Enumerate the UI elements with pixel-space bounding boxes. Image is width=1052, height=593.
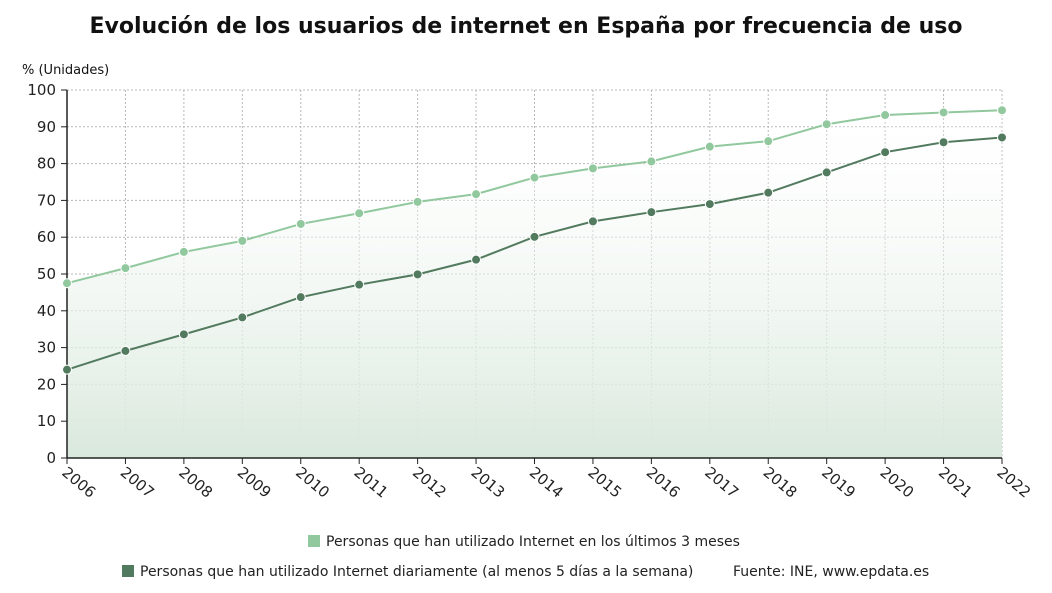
data-point-series-2-2016 bbox=[646, 207, 657, 218]
y-axis-label: % (Unidades) bbox=[22, 63, 110, 78]
data-point-series-2-2017 bbox=[704, 199, 715, 210]
x-tick-label-2014: 2014 bbox=[526, 463, 567, 501]
x-tick-label-2022: 2022 bbox=[993, 463, 1034, 501]
data-point-series-1-2016 bbox=[646, 156, 657, 167]
source-note: Fuente: INE, www.epdata.es bbox=[733, 564, 930, 580]
data-point-series-1-2015 bbox=[587, 163, 598, 174]
data-point-series-2-2021 bbox=[938, 137, 949, 148]
y-tick-label-90: 90 bbox=[37, 118, 56, 136]
y-tick-labels: 0 10 20 30 40 50 60 70 80 90 100 bbox=[27, 81, 56, 467]
legend-item-series-1: Personas que han utilizado Internet en l… bbox=[308, 534, 740, 550]
series-points bbox=[62, 105, 1007, 375]
data-point-series-1-2017 bbox=[704, 141, 715, 152]
data-point-series-1-2013 bbox=[471, 189, 482, 200]
data-point-series-2-2006 bbox=[62, 364, 72, 375]
data-point-series-1-2007 bbox=[120, 263, 131, 274]
legend-swatch-series-1 bbox=[308, 535, 320, 547]
data-point-series-1-2010 bbox=[295, 218, 306, 229]
axes bbox=[61, 89, 1003, 464]
x-tick-label-2011: 2011 bbox=[351, 463, 392, 501]
y-tick-label-10: 10 bbox=[37, 412, 56, 430]
data-point-series-1-2011 bbox=[354, 208, 365, 219]
chart-title: Evolución de los usuarios de internet en… bbox=[89, 14, 963, 39]
data-point-series-1-2014 bbox=[529, 172, 540, 183]
data-point-series-1-2020 bbox=[880, 110, 891, 121]
data-point-series-2-2012 bbox=[412, 269, 423, 280]
y-tick-label-30: 30 bbox=[37, 339, 56, 357]
data-point-series-1-2019 bbox=[821, 119, 832, 130]
legend-swatch-series-2 bbox=[122, 565, 134, 577]
data-point-series-1-2018 bbox=[763, 136, 774, 147]
data-point-series-2-2015 bbox=[587, 216, 598, 227]
y-tick-label-60: 60 bbox=[37, 228, 56, 246]
legend-label-series-2: Personas que han utilizado Internet diar… bbox=[140, 564, 694, 580]
data-point-series-1-2009 bbox=[237, 235, 248, 246]
x-tick-label-2021: 2021 bbox=[935, 463, 976, 501]
legend-item-series-2: Personas que han utilizado Internet diar… bbox=[122, 564, 693, 580]
data-point-series-2-2007 bbox=[120, 345, 131, 356]
data-point-series-2-2008 bbox=[178, 329, 189, 340]
data-point-series-2-2011 bbox=[354, 279, 365, 290]
data-point-series-2-2013 bbox=[471, 254, 482, 265]
data-point-series-2-2018 bbox=[763, 187, 774, 198]
x-tick-label-2015: 2015 bbox=[584, 463, 625, 501]
data-point-series-2-2009 bbox=[237, 312, 248, 323]
x-tick-label-2016: 2016 bbox=[643, 463, 684, 501]
data-point-series-2-2020 bbox=[880, 147, 891, 158]
data-point-series-1-2022 bbox=[997, 105, 1007, 116]
y-tick-label-80: 80 bbox=[37, 155, 56, 173]
x-tick-label-2007: 2007 bbox=[117, 463, 158, 501]
data-point-series-2-2014 bbox=[529, 231, 540, 242]
x-tick-label-2018: 2018 bbox=[760, 463, 801, 501]
x-tick-label-2020: 2020 bbox=[877, 463, 918, 501]
x-tick-label-2012: 2012 bbox=[409, 463, 450, 501]
legend-label-series-1: Personas que han utilizado Internet en l… bbox=[326, 534, 740, 550]
data-point-series-1-2012 bbox=[412, 196, 423, 207]
y-tick-label-0: 0 bbox=[46, 449, 56, 467]
y-tick-label-40: 40 bbox=[37, 302, 56, 320]
x-tick-label-2019: 2019 bbox=[818, 463, 859, 501]
y-tick-label-20: 20 bbox=[37, 375, 56, 393]
x-tick-label-2009: 2009 bbox=[234, 463, 275, 501]
y-tick-label-100: 100 bbox=[27, 81, 56, 99]
data-point-series-2-2022 bbox=[997, 132, 1007, 143]
x-tick-labels: 2006 2007 2008 2009 2010 2011 2012 2013 2014 2015… bbox=[58, 463, 1034, 501]
x-tick-label-2017: 2017 bbox=[701, 463, 742, 501]
x-tick-label-2006: 2006 bbox=[58, 463, 99, 501]
y-tick-label-70: 70 bbox=[37, 191, 56, 209]
x-tick-label-2010: 2010 bbox=[292, 463, 333, 501]
data-point-series-1-2021 bbox=[938, 107, 949, 118]
data-point-series-2-2019 bbox=[821, 167, 832, 178]
y-tick-label-50: 50 bbox=[37, 265, 56, 283]
data-point-series-1-2008 bbox=[178, 246, 189, 257]
data-point-series-2-2010 bbox=[295, 292, 306, 303]
x-tick-label-2008: 2008 bbox=[175, 463, 216, 501]
x-tick-label-2013: 2013 bbox=[467, 463, 508, 501]
data-point-series-1-2006 bbox=[62, 278, 72, 289]
